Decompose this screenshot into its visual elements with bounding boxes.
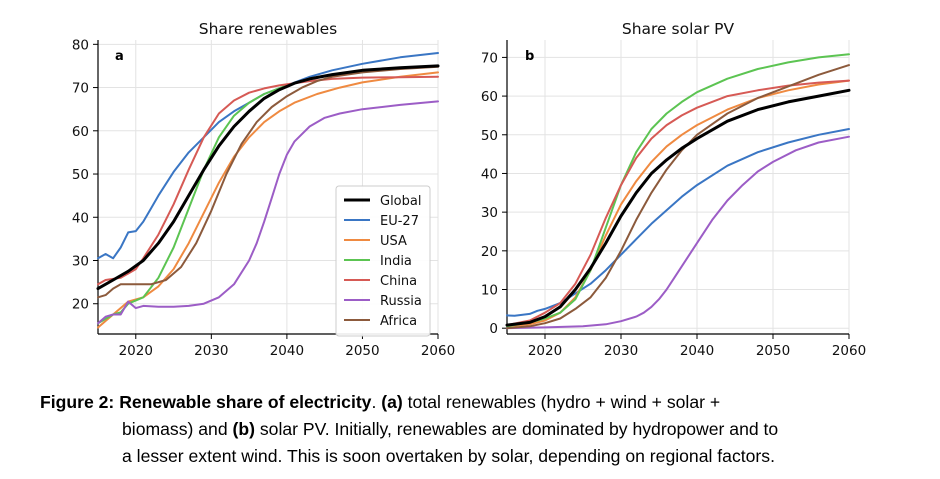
legend-label-russia: Russia <box>380 294 422 309</box>
panel-b-label: b <box>525 49 534 64</box>
legend-box <box>335 185 431 337</box>
caption-part-b-label: (b) <box>232 419 255 439</box>
legend-label-india: India <box>380 254 412 269</box>
panel-b-x-tick-label: 2050 <box>756 343 790 359</box>
panel-a-x-tick-label: 2060 <box>421 343 455 359</box>
panel-a-y-tick-label: 20 <box>72 297 89 313</box>
caption-line2-start: biomass) and <box>122 419 228 439</box>
panel-a-label: a <box>115 49 124 64</box>
panel-b-x-tick-label: 2060 <box>832 343 866 359</box>
figure-canvas: Share renewables Share solar PV 2020 2030… <box>72 20 866 359</box>
panel-a-series-eu-27 <box>97 52 439 260</box>
panel-b-x-tick-label: 2020 <box>528 343 562 359</box>
panel-b-series-india <box>506 53 850 328</box>
panel-b-y-tick-label: 40 <box>481 166 498 182</box>
caption-figure-label: Figure 2: <box>40 392 115 412</box>
panel-b-y-tick-label: 10 <box>481 283 498 299</box>
panel-a-y-tick-label: 70 <box>72 81 89 97</box>
legend-label-eu-27: EU-27 <box>380 214 419 229</box>
panel-b-y-tick-label: 50 <box>481 128 498 144</box>
panel-a-x-tick-label: 2050 <box>345 343 379 359</box>
legend: Global EU-27 USA India China Russia Africa <box>335 185 431 337</box>
panel-a-x-tick-label: 2020 <box>119 343 153 359</box>
panel-a-series-russia <box>97 100 439 325</box>
panel-b-y-tick-label: 70 <box>481 50 498 66</box>
panel-b-series-eu-27 <box>506 128 850 317</box>
panel-b-series-china <box>506 79 850 327</box>
legend-label-usa: USA <box>380 234 407 249</box>
panel-b-y-tick-label: 0 <box>489 321 498 337</box>
panel-a-series-global <box>96 64 440 291</box>
caption-part-a-label: (a) <box>381 392 403 412</box>
panel-b-y-tick-label: 60 <box>481 89 498 105</box>
panel-a-x-tick-label: 2030 <box>194 343 228 359</box>
caption-line3: a lesser extent wind. This is soon overt… <box>122 446 775 466</box>
legend-label-global: Global <box>380 194 421 209</box>
panel-a-series-africa <box>97 65 439 299</box>
caption-part-a-text: total renewables (hydro + wind + solar + <box>407 392 721 412</box>
legend-label-china: China <box>380 274 417 289</box>
panel-a-y-tick-label: 60 <box>72 124 89 140</box>
panel-b-y-tick-label: 20 <box>481 244 498 260</box>
panel-b-series-global <box>505 88 851 327</box>
panel-b-series-russia <box>506 135 850 330</box>
panel-a-y-tick-label: 80 <box>72 37 89 53</box>
panel-b-series-africa <box>506 64 850 330</box>
panel-a-x-tick-label: 2040 <box>270 343 304 359</box>
panel-a-y-tick-label: 50 <box>72 167 89 183</box>
figure-caption: Figure 2: Renewable share of electricity… <box>40 389 920 470</box>
panel-b-x-tick-label: 2040 <box>680 343 714 359</box>
caption-title: Renewable share of electricity <box>119 392 372 412</box>
panel-b-y-tick-label: 30 <box>481 205 498 221</box>
panel-b-x-tick-label: 2030 <box>604 343 638 359</box>
panel-a-title: Share renewables <box>199 20 338 38</box>
caption-part-b-text: solar PV. Initially, renewables are domi… <box>259 419 779 439</box>
panel-a-y-tick-label: 30 <box>72 254 89 270</box>
panel-a-series-china <box>97 75 439 286</box>
panel-b-title: Share solar PV <box>622 20 735 38</box>
legend-label-africa: Africa <box>380 314 417 329</box>
panel-a-y-tick-label: 40 <box>72 210 89 226</box>
